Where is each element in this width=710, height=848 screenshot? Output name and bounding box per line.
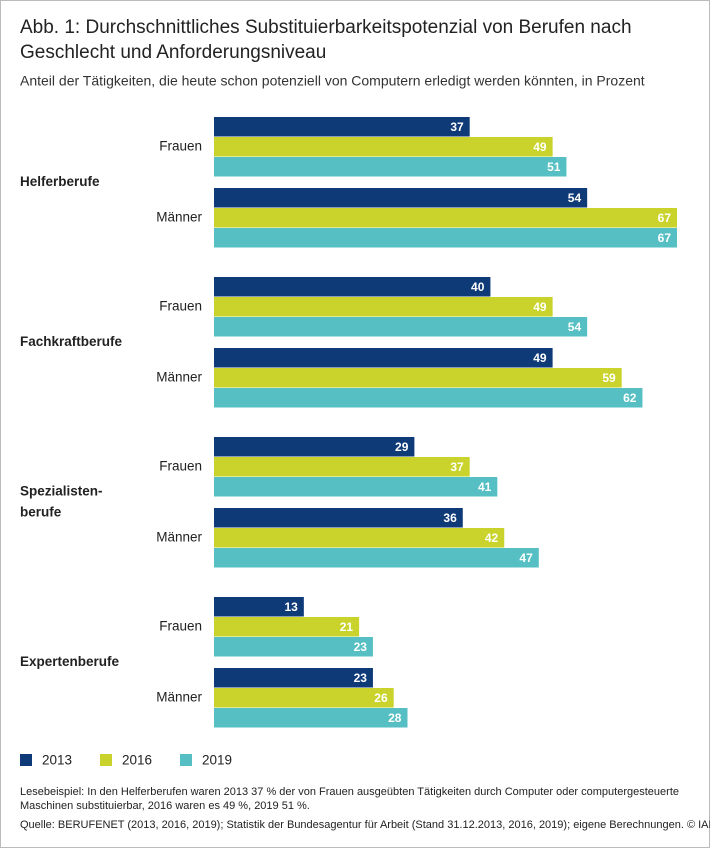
legend-swatch [100,754,112,766]
category-label: Frauen [159,139,202,154]
value-label: 29 [395,440,409,454]
bar [214,137,553,157]
chart-title: Abb. 1: Durchschnittliches Substituierba… [20,17,632,38]
bar [214,597,304,617]
category-label: Männer [156,370,202,385]
bar [214,708,408,728]
chart-title: Geschlecht und Anforderungsniveau [20,42,326,63]
bar [214,297,553,317]
bar [214,277,491,297]
legend-swatch [180,754,192,766]
category-label: Frauen [159,299,202,314]
footnote: Lesebeispiel: In den Helferberufen waren… [20,786,679,798]
bar [214,317,588,337]
value-label: 28 [388,711,402,725]
legend-label: 2013 [42,753,72,768]
value-label: 67 [658,211,672,225]
bar [214,457,470,477]
bar [214,668,373,688]
legend-label: 2016 [122,753,152,768]
bar [214,548,539,568]
group-label: Spezialisten- [20,484,103,499]
value-label: 26 [374,691,388,705]
value-label: 54 [568,320,582,334]
bar [214,388,643,408]
value-label: 13 [284,600,298,614]
bar [214,348,553,368]
value-label: 54 [568,191,582,205]
bar [214,208,677,228]
value-label: 47 [519,551,533,565]
value-label: 37 [450,460,464,474]
chart-subtitle: Anteil der Tätigkeiten, die heute schon … [20,73,645,89]
value-label: 49 [533,140,547,154]
value-label: 62 [623,391,637,405]
bar [214,437,415,457]
footnote: Quelle: BERUFENET (2013, 2016, 2019); St… [20,819,710,831]
group-label: Helferberufe [20,174,100,189]
bar [214,188,588,208]
bar [214,117,470,137]
category-label: Frauen [159,619,202,634]
bar [214,477,498,497]
bar [214,368,622,388]
bar [214,528,505,548]
value-label: 59 [602,371,616,385]
value-label: 23 [354,671,368,685]
category-label: Männer [156,210,202,225]
value-label: 49 [533,351,547,365]
value-label: 42 [485,531,499,545]
group-label: Fachkraftberufe [20,334,123,349]
bar [214,508,463,528]
bar [214,157,567,177]
footnote: Maschinen substituierbar, 2016 waren es … [20,800,310,812]
group-label: berufe [20,505,62,520]
legend-swatch [20,754,32,766]
category-label: Frauen [159,459,202,474]
value-label: 21 [340,620,354,634]
value-label: 36 [443,511,457,525]
group-label: Expertenberufe [20,654,120,669]
value-label: 49 [533,300,547,314]
value-label: 37 [450,120,464,134]
value-label: 23 [354,640,368,654]
value-label: 51 [547,160,561,174]
value-label: 40 [471,280,485,294]
bar [214,228,677,248]
legend-label: 2019 [202,753,232,768]
bar [214,637,373,657]
category-label: Männer [156,530,202,545]
bar [214,688,394,708]
value-label: 41 [478,480,492,494]
value-label: 67 [658,231,672,245]
category-label: Männer [156,690,202,705]
bar [214,617,360,637]
